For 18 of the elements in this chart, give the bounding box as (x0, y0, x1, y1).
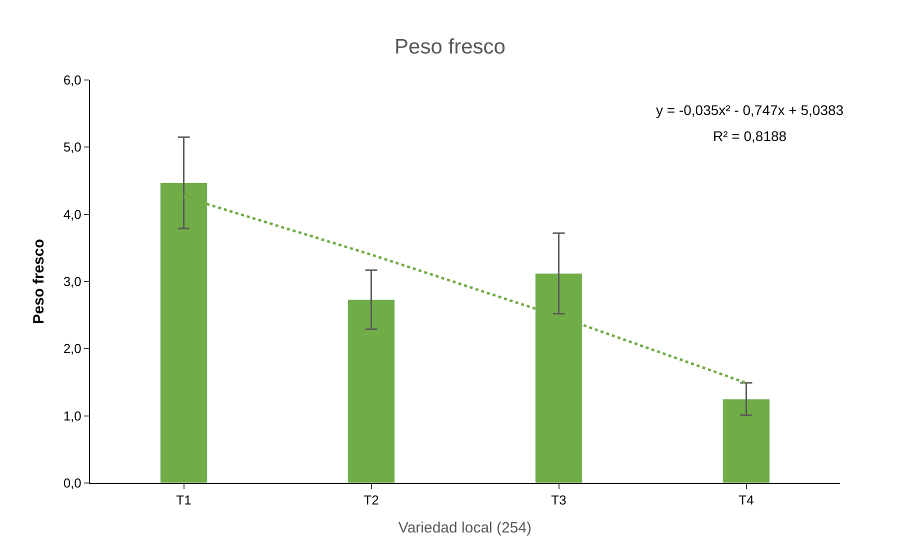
x-tick-label: T3 (551, 492, 566, 508)
bar (722, 398, 770, 483)
y-tick-label: 4,0 (63, 206, 82, 222)
x-axis-title: Variedad local (254) (398, 520, 532, 537)
y-axis-title: Peso fresco (30, 238, 48, 324)
y-tick-label: 0,0 (63, 476, 82, 491)
y-tick-label: 2,0 (63, 341, 82, 356)
y-tick-label: 3,0 (63, 274, 82, 290)
chart-title: Peso fresco (394, 35, 506, 58)
x-tick-label: T2 (364, 492, 379, 508)
y-tick-label: 6,0 (63, 72, 82, 88)
y-tick-label: 5,0 (63, 140, 82, 155)
x-tick-label: T1 (176, 492, 192, 508)
x-tick-label: T4 (738, 492, 754, 508)
y-tick-label: 1,0 (63, 408, 82, 424)
annotation: R² = 0,8188 (713, 128, 787, 144)
annotation: y = -0,035x² - 0,747x + 5,0383 (656, 102, 844, 118)
bar (348, 299, 395, 483)
